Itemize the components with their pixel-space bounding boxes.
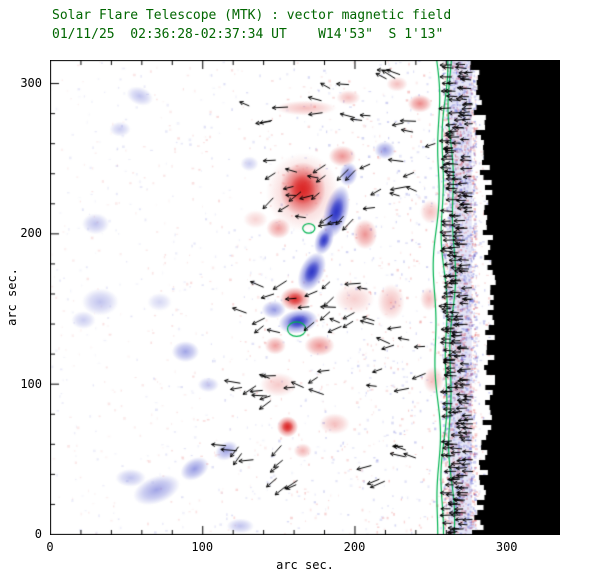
- x-axis-label: arc sec.: [276, 558, 334, 572]
- y-tick-label: 300: [20, 76, 42, 91]
- figure-title: Solar Flare Telescope (MTK) : vector mag…: [52, 8, 452, 23]
- x-tick-label: 0: [46, 540, 54, 554]
- magnetogram-canvas: [50, 60, 560, 535]
- y-axis-label: arc sec.: [5, 268, 19, 326]
- y-tick-label: 0: [34, 527, 42, 541]
- x-tick-label: 300: [495, 540, 518, 554]
- x-tick-label: 100: [191, 540, 214, 554]
- figure-subtitle: 01/11/25 02:36:28-02:37:34 UT W14'53" S …: [52, 27, 444, 42]
- x-tick-label: 200: [343, 540, 366, 554]
- y-tick-label: 200: [20, 226, 42, 241]
- y-tick-label: 100: [20, 376, 42, 391]
